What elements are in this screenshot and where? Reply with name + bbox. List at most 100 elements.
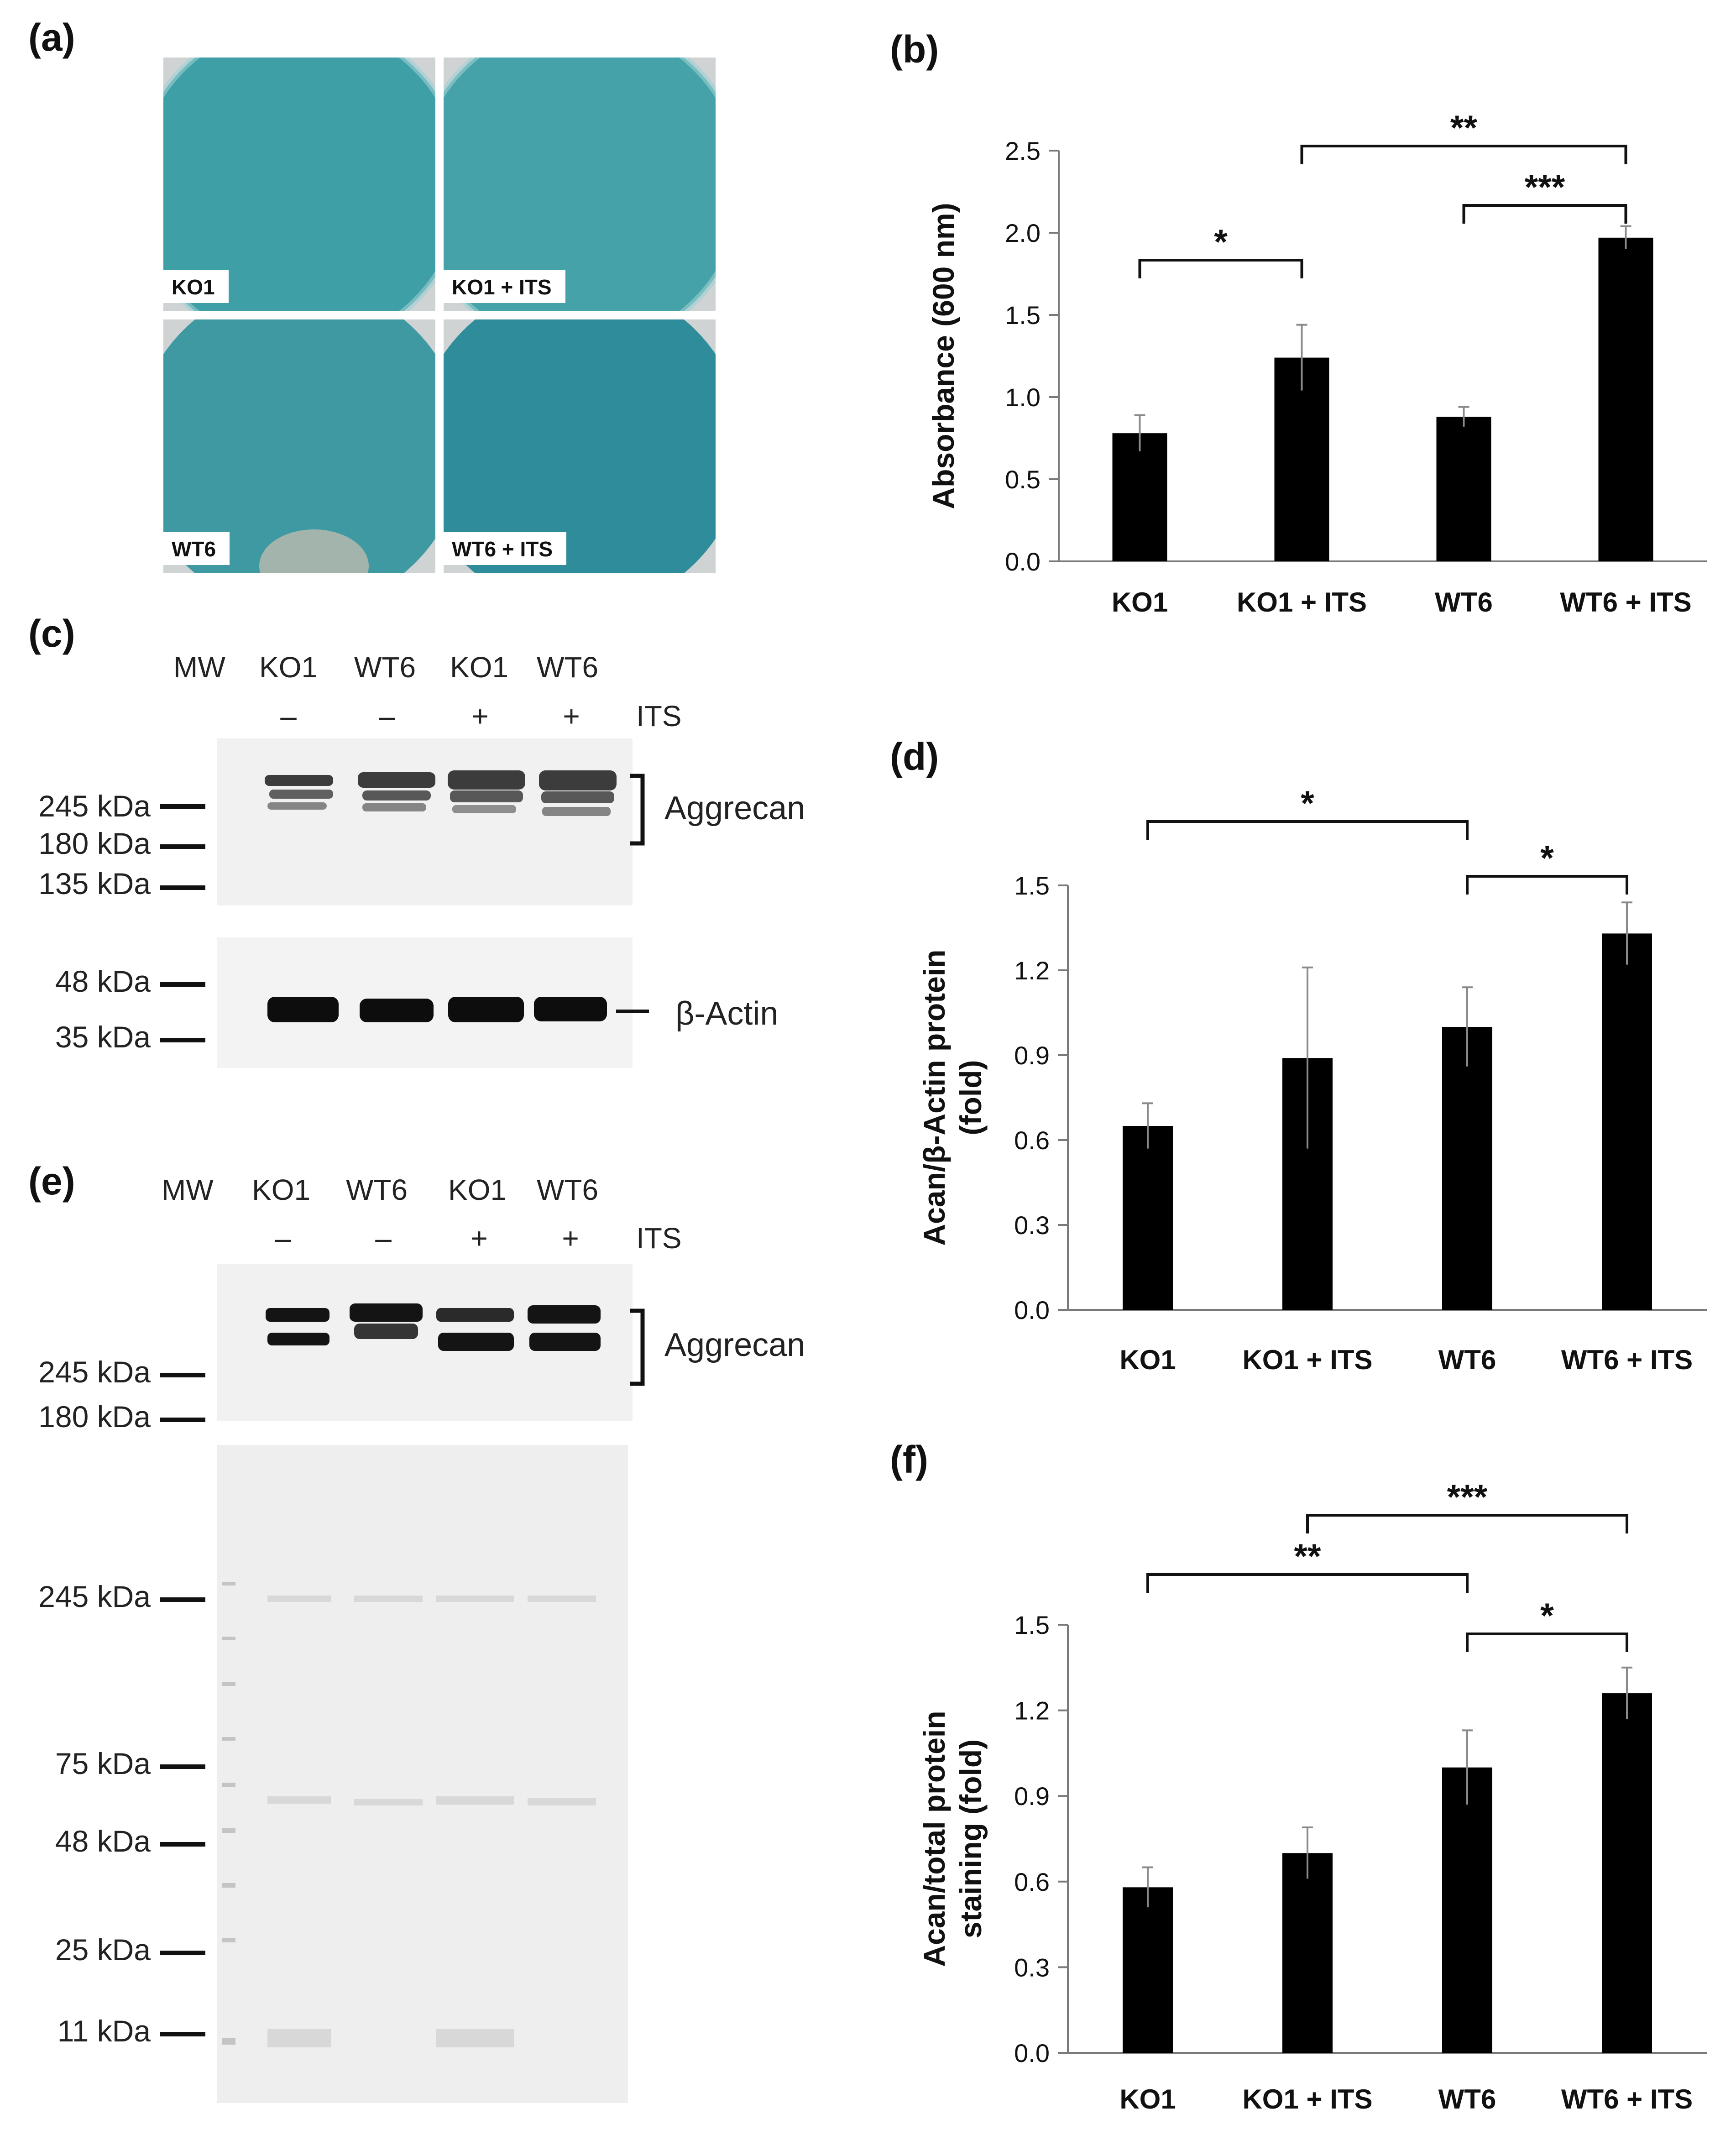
- dish-label: WT6 + ITS: [444, 532, 567, 565]
- x-category-label: WT6: [1435, 587, 1493, 617]
- significance-bracket: [1146, 820, 1469, 840]
- bar: [1442, 1767, 1492, 2053]
- lane-label: KO1: [448, 1173, 507, 1206]
- mw-marker-label: 180 kDa: [38, 1400, 151, 1434]
- significance-stars: *: [1301, 784, 1314, 823]
- mw-marker-tick: [160, 885, 205, 890]
- panel-label-c: (c): [28, 612, 75, 655]
- lane-label-mw: MW: [173, 651, 225, 684]
- x-category-label: KO1: [1119, 2084, 1176, 2114]
- y-tick-label: 0.0: [1014, 2039, 1050, 2067]
- bar: [1598, 237, 1653, 561]
- y-tick-label: 0.3: [1014, 1211, 1050, 1240]
- y-tick-label: 2.5: [1005, 136, 1041, 165]
- culture-dish-wt6-its: WT6 + ITS: [444, 319, 716, 573]
- panel-label-e: (e): [28, 1160, 75, 1203]
- bracket-aggrecan-e: [630, 1308, 645, 1386]
- y-axis-label: staining (fold): [954, 1739, 988, 1938]
- bar: [1442, 1027, 1492, 1310]
- mw-marker-tick: [160, 982, 205, 987]
- significance-bracket: [1138, 259, 1303, 278]
- x-category-label: WT6: [1438, 1345, 1496, 1375]
- y-axis-label: Acan/total protein: [917, 1711, 951, 1967]
- its-label: ITS: [636, 1222, 682, 1255]
- x-category-label: KO1: [1119, 1345, 1176, 1375]
- aggrecan-blot-c: [217, 738, 633, 905]
- significance-stars: *: [1540, 839, 1554, 878]
- mw-marker-label: 48 kDa: [55, 964, 151, 998]
- mw-marker-tick: [160, 2032, 205, 2036]
- dish-stain: [163, 58, 435, 311]
- x-category-label: KO1: [1112, 587, 1168, 617]
- chart-d-acan-actin: 0.0 0.3 0.6 0.9 1.2 1.5 Acan/β-Actin protein (f…: [917, 784, 1707, 1375]
- mw-marker-tick: [160, 1764, 205, 1769]
- y-tick-label: 0.9: [1014, 1782, 1050, 1811]
- total-protein-stain-e: [217, 1445, 628, 2103]
- mw-marker-label: 75 kDa: [55, 1747, 151, 1780]
- aggrecan-label-e: Aggrecan: [664, 1327, 805, 1363]
- dish-stain: [444, 319, 716, 573]
- treatment-sign: +: [562, 1222, 579, 1255]
- dish-label: WT6: [163, 532, 230, 565]
- significance-bracket: [1306, 1514, 1628, 1533]
- panel-label-f: (f): [890, 1438, 928, 1481]
- significance-stars: ***: [1447, 1478, 1488, 1517]
- chart-b-absorbance: 0.0 0.5 1.0 1.5 2.0 2.5 Absorbance (600 nm) KO1…: [926, 109, 1707, 617]
- culture-dish-wt6: WT6: [163, 319, 435, 573]
- mw-marker-tick: [160, 1373, 205, 1377]
- significance-stars: *: [1540, 1596, 1554, 1635]
- bracket-aggrecan-c: [630, 774, 645, 846]
- actin-blot-image: [267, 997, 607, 1022]
- bar: [1123, 1887, 1173, 2053]
- chart-f-acan-total: 0.0 0.3 0.6 0.9 1.2 1.5 Acan/total protein stai…: [917, 1478, 1707, 2114]
- mw-marker-label: 48 kDa: [55, 1824, 151, 1858]
- aggrecan-blot-e: [217, 1264, 633, 1421]
- y-axis-label: Absorbance (600 nm): [926, 203, 960, 509]
- x-category-label: KO1 + ITS: [1237, 587, 1367, 617]
- y-tick-label: 1.5: [1014, 1611, 1050, 1639]
- lane-label: KO1: [450, 651, 509, 684]
- dish-stain: [163, 319, 435, 573]
- dish-stain: [444, 58, 716, 311]
- mw-marker-tick: [160, 804, 205, 809]
- aggrecan-blot-image: [266, 1303, 601, 1351]
- y-tick-label: 2.0: [1005, 219, 1041, 247]
- mw-marker-tick: [160, 844, 205, 849]
- lane-label: WT6: [537, 651, 599, 684]
- dish-image: [444, 319, 716, 573]
- x-category-label: WT6 + ITS: [1560, 587, 1691, 617]
- significance-stars: ***: [1525, 168, 1565, 207]
- bar: [1436, 417, 1491, 561]
- y-tick-label: 1.0: [1005, 383, 1041, 412]
- y-tick-label: 1.2: [1014, 956, 1050, 985]
- mw-marker-label: 245 kDa: [38, 1580, 151, 1613]
- treatment-sign: –: [275, 1222, 291, 1255]
- dish-image: [444, 58, 716, 311]
- y-tick-label: 1.2: [1014, 1696, 1050, 1725]
- significance-bracket: [1466, 875, 1628, 895]
- treatment-sign: –: [280, 700, 297, 733]
- significance-bracket: [1462, 204, 1627, 224]
- bar: [1123, 1126, 1173, 1310]
- treatment-sign: +: [471, 700, 489, 733]
- panel-label-a: (a): [28, 16, 75, 59]
- y-tick-label: 0.5: [1005, 465, 1041, 494]
- culture-dish-ko1-its: KO1 + ITS: [444, 58, 716, 311]
- y-tick-label: 0.0: [1005, 547, 1041, 576]
- lane-label: WT6: [354, 651, 416, 684]
- lane-label: KO1: [252, 1173, 311, 1206]
- lane-label: WT6: [537, 1173, 599, 1206]
- treatment-sign: +: [471, 1222, 488, 1255]
- treatment-sign: –: [375, 1222, 392, 1255]
- y-tick-label: 1.5: [1005, 301, 1041, 330]
- x-category-label: WT6 + ITS: [1561, 1345, 1693, 1375]
- mw-marker-label: 245 kDa: [38, 789, 151, 823]
- y-axis-label: Acan/β-Actin protein: [917, 950, 951, 1246]
- x-category-label: KO1 + ITS: [1242, 2084, 1372, 2114]
- dish-label: KO1 + ITS: [444, 270, 565, 303]
- bar: [1602, 933, 1652, 1310]
- mw-marker-label: 11 kDa: [57, 2014, 151, 2048]
- treatment-sign: –: [379, 700, 395, 733]
- significance-bracket: [1466, 1633, 1628, 1652]
- bar: [1282, 1853, 1333, 2053]
